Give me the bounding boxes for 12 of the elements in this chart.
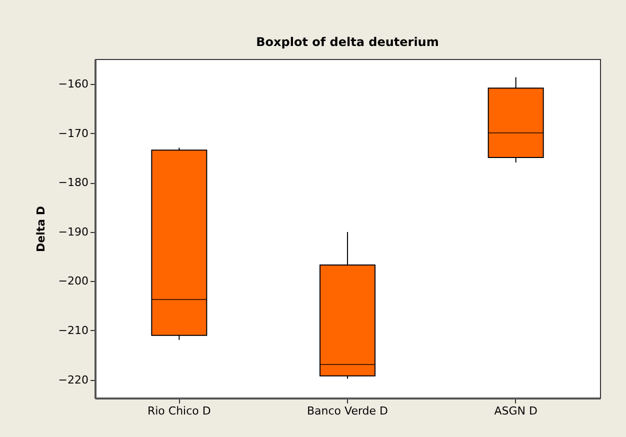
y-tick-label: −160 <box>58 78 88 91</box>
y-tick-label: −200 <box>58 274 88 288</box>
x-tick-label: Rio Chico D <box>147 404 211 418</box>
x-tick-label: ASGN D <box>494 404 538 418</box>
y-tick-label: −190 <box>58 225 88 238</box>
y-tick-label: −170 <box>58 126 88 140</box>
chart-title: Boxplot of delta deuterium <box>256 35 439 49</box>
y-tick-label: −180 <box>58 176 88 190</box>
y-tick-label: −210 <box>58 324 88 337</box>
y-axis-title: Delta D <box>34 206 48 252</box>
x-tick-label: Banco Verde D <box>306 404 388 418</box>
y-tick-label: −220 <box>58 373 88 386</box>
